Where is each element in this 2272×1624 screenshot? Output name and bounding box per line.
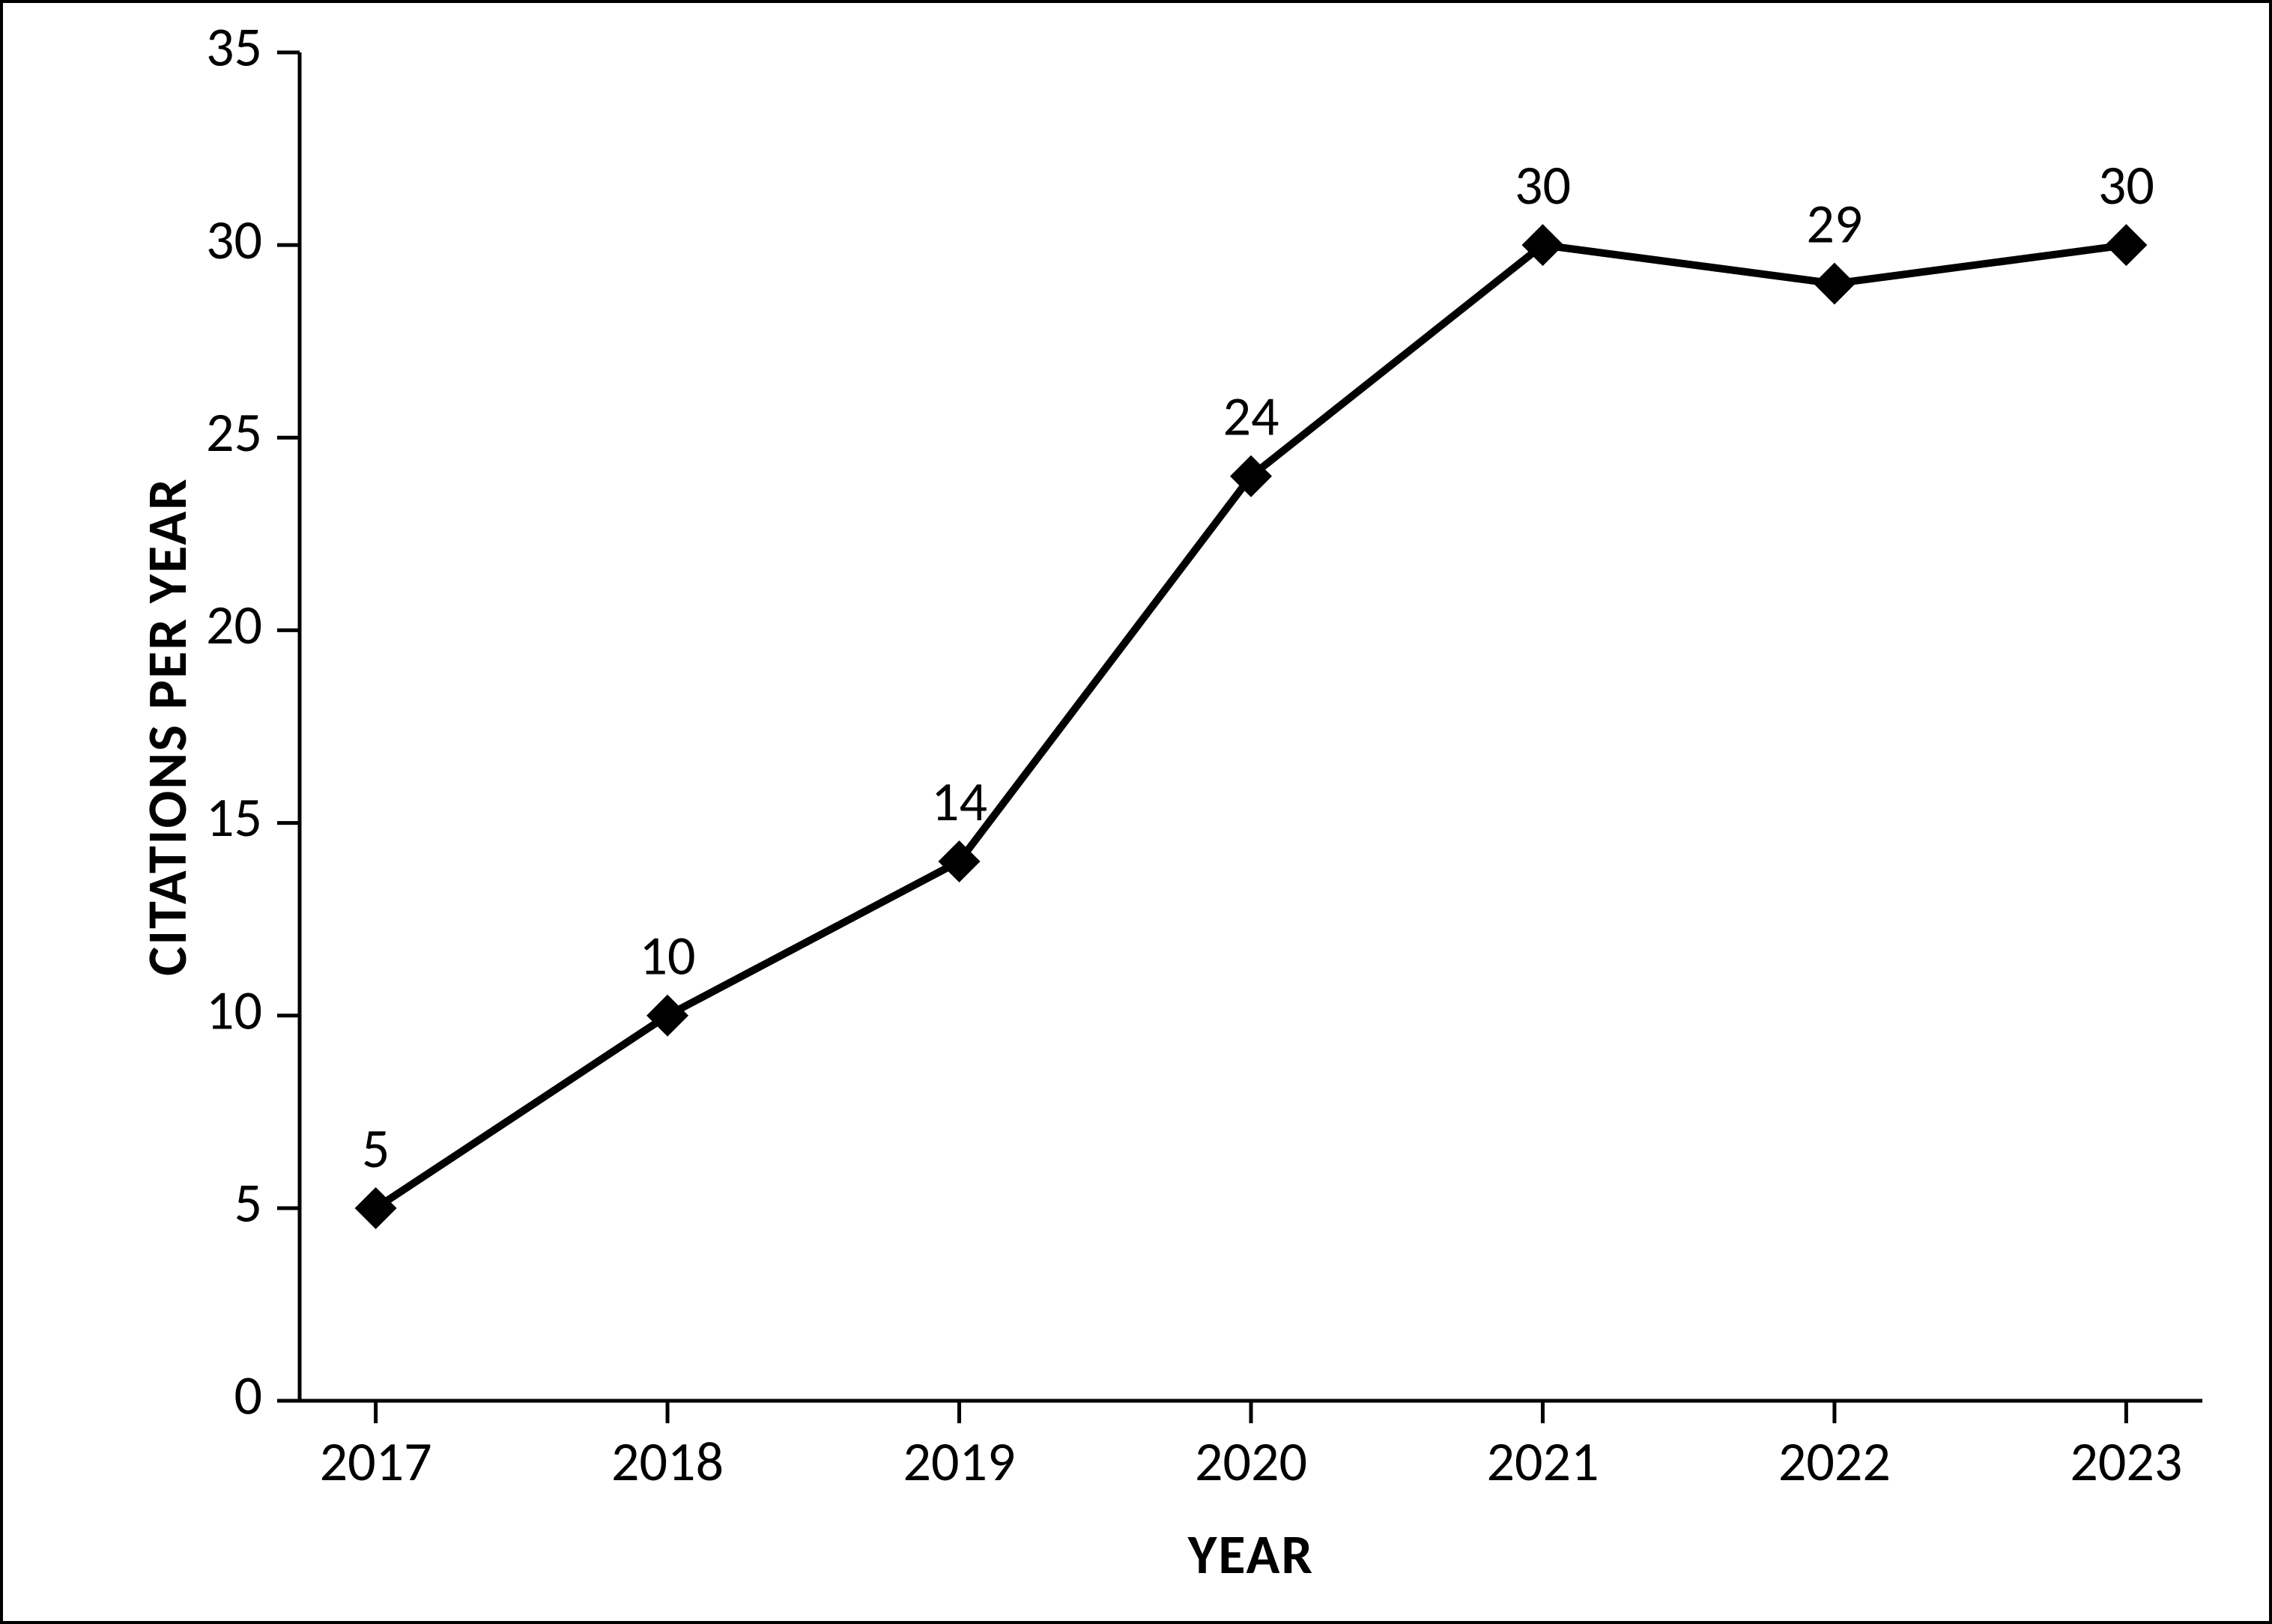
data-label: 29	[1806, 190, 1862, 258]
x-tick-label: 2022	[1778, 1428, 1891, 1495]
y-tick-label: 15	[206, 784, 262, 851]
y-tick-label: 5	[234, 1169, 262, 1237]
y-axis-label: CITATIONS PER YEAR	[133, 477, 201, 976]
x-tick-label: 2017	[320, 1428, 432, 1495]
x-tick-label: 2021	[1486, 1428, 1599, 1495]
data-label: 30	[2098, 151, 2154, 219]
y-tick-label: 0	[234, 1362, 262, 1429]
chart-container: 0 5 10 15 20 25 30 35 2017 2018 2019 2020 2021 2022 20…	[0, 0, 2272, 1624]
y-tick-label: 10	[206, 976, 262, 1043]
x-tick-label: 2023	[2070, 1428, 2182, 1495]
x-tick-label: 2018	[611, 1428, 724, 1495]
data-label: 10	[640, 922, 696, 990]
x-axis-label: YEAR	[1187, 1521, 1314, 1588]
data-label: 30	[1515, 151, 1571, 219]
data-label: 14	[931, 768, 987, 835]
y-tick-label: 20	[206, 591, 262, 658]
x-tick-label: 2020	[1195, 1428, 1307, 1495]
line-chart: 0 5 10 15 20 25 30 35 2017 2018 2019 2020 2021 2022 20…	[0, 0, 2272, 1624]
x-tick-label: 2019	[903, 1428, 1016, 1495]
data-label: 24	[1223, 383, 1279, 450]
data-label: 5	[362, 1115, 390, 1182]
y-tick-label: 25	[206, 399, 262, 466]
y-tick-label: 35	[206, 13, 262, 81]
y-tick-label: 30	[206, 206, 262, 273]
